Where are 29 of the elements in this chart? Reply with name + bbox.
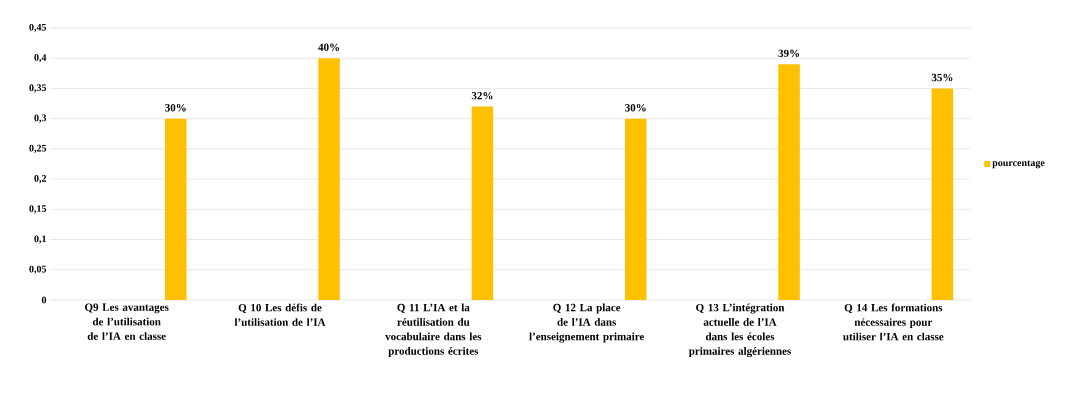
data-label: 30%	[165, 104, 186, 112]
data-label: 40%	[318, 43, 340, 52]
y-tick-label: 0,05	[29, 265, 47, 274]
legend-label: pourcentage	[992, 160, 1045, 169]
y-tick-label: 0,1	[34, 235, 46, 244]
y-tick-label: 0,35	[29, 84, 47, 93]
x-tick-label: Q 13 L’intégration actuelle de l’IA dans les écoles primaires algériennes	[688, 303, 791, 358]
bar	[625, 118, 647, 300]
x-tick-label: Q 12 La place de l’IA dans l’enseignement primaire	[529, 303, 645, 343]
y-tick-label: 0,4	[34, 54, 47, 63]
bar	[931, 88, 954, 300]
y-tick-label: 0	[41, 296, 47, 304]
bar	[778, 64, 800, 300]
x-tick-label: Q 11 L’IA et la réutilisation du vocabulaire dans les productions écrites	[385, 303, 482, 357]
bar	[471, 106, 494, 300]
y-tick-label: 0,2	[34, 175, 47, 184]
data-label: 32%	[471, 91, 493, 100]
y-tick-label: 0,15	[29, 205, 47, 214]
x-tick-label: Q9 Les avantages de l’utilisation de l’IA en classe	[85, 303, 169, 340]
bar	[318, 58, 340, 300]
x-tick-label: Q 10 Les défis de l’utilisation de l’IA	[234, 303, 326, 326]
x-tick-label: Q 14 Les formations nécessaires pour utiliser l’IA en classe	[843, 303, 944, 341]
data-label: 39%	[778, 49, 800, 58]
data-label: 30%	[625, 104, 646, 112]
bar	[165, 118, 187, 300]
y-tick-label: 0,3	[34, 114, 47, 123]
y-tick-label: 0,25	[29, 144, 47, 153]
y-tick-label: 0,45	[29, 23, 47, 33]
data-label: 35%	[931, 73, 953, 82]
